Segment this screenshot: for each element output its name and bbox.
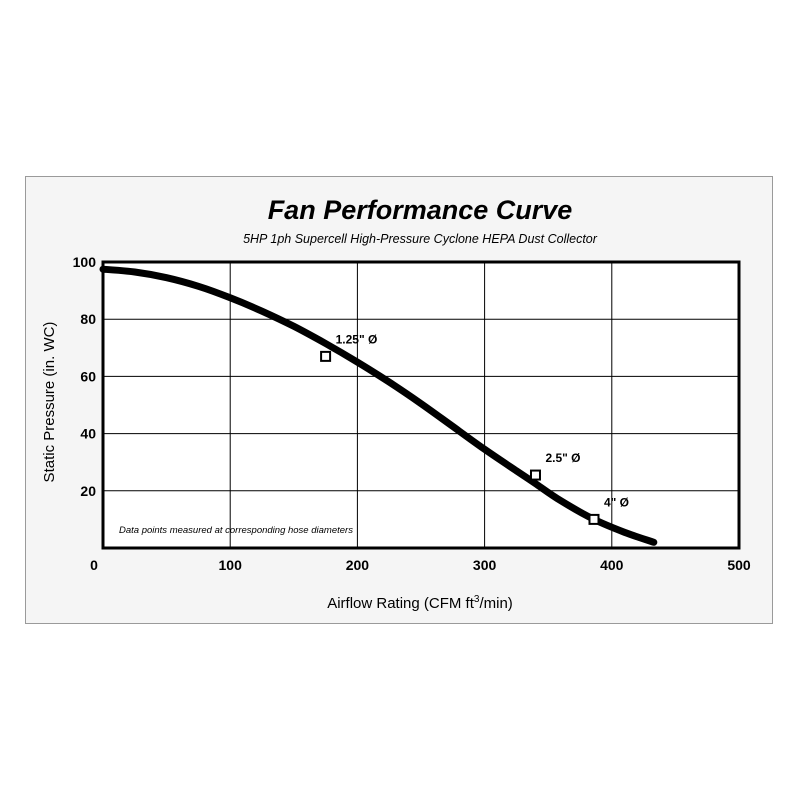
chart-title: Fan Performance Curve [268, 195, 573, 225]
chart-canvas: Fan Performance Curve 5HP 1ph Supercell … [41, 195, 751, 612]
y-tick-label: 60 [80, 368, 96, 384]
data-point-label: 4" Ø [604, 495, 629, 509]
chart-card: Fan Performance Curve 5HP 1ph Supercell … [25, 176, 773, 624]
chart-subtitle: 5HP 1ph Supercell High-Pressure Cyclone … [243, 232, 598, 246]
y-axis-label: Static Pressure (in. WC) [41, 322, 58, 483]
x-tick-label: 0 [90, 557, 98, 573]
curve-layer [99, 265, 658, 546]
y-tick-label: 40 [80, 426, 96, 442]
y-tick-label: 80 [80, 311, 96, 327]
data-point-marker [320, 350, 332, 362]
x-axis-label: Airflow Rating (CFM ft3/min) [327, 594, 513, 612]
x-tick-label: 300 [473, 557, 497, 573]
y-tick-label: 100 [73, 254, 97, 270]
point-layer: 1.25" Ø 2.5" Ø 4" Ø [320, 332, 629, 525]
data-point-marker [588, 513, 600, 525]
data-point-label: 2.5" Ø [545, 451, 580, 465]
tick-layer: 0 100 200 300 400 500 100 80 60 40 20 [73, 254, 751, 573]
x-axis-label-suffix: /min) [479, 595, 512, 612]
performance-curve [99, 265, 658, 546]
x-tick-label: 400 [600, 557, 624, 573]
x-axis-label-sup: 3 [474, 594, 480, 605]
x-axis-label-prefix: Airflow Rating (CFM ft [327, 595, 475, 612]
x-tick-label: 500 [727, 557, 751, 573]
x-tick-label: 100 [219, 557, 243, 573]
data-point-marker [529, 469, 541, 481]
y-tick-label: 20 [80, 483, 96, 499]
plot-frame [101, 260, 741, 550]
data-point-label: 1.25" Ø [336, 332, 378, 346]
chart-note: Data points measured at corresponding ho… [119, 525, 353, 536]
x-tick-label: 200 [346, 557, 370, 573]
